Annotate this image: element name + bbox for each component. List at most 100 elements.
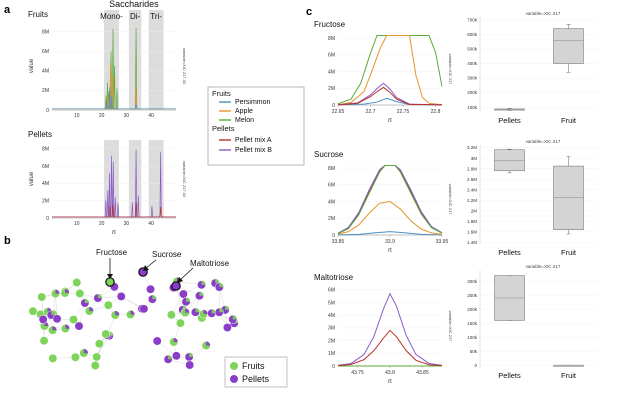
network-node-slice bbox=[232, 315, 237, 320]
network-node-slice bbox=[84, 298, 90, 304]
network-node bbox=[37, 292, 47, 302]
y-tick-label: 0 bbox=[474, 363, 477, 368]
plot-area bbox=[338, 163, 442, 235]
network-node-slice bbox=[199, 291, 204, 296]
network-node bbox=[90, 361, 100, 370]
network-node-slice bbox=[189, 352, 194, 357]
x-tick-label: 10 bbox=[74, 113, 80, 119]
network-node bbox=[28, 306, 38, 316]
legend-a: Fruits Persimmon Apple Melon Pellets Pel… bbox=[207, 86, 305, 166]
series-line-0 bbox=[337, 231, 443, 236]
chart-title: Fruits bbox=[28, 10, 48, 19]
legend-a-group-fruits: Fruits bbox=[212, 89, 231, 98]
x-tick-label: 20 bbox=[99, 221, 105, 227]
network-node bbox=[152, 336, 162, 346]
x-tick-label: 22.7 bbox=[366, 109, 376, 115]
y-axis-label: value bbox=[29, 171, 35, 186]
y-tick-label: 50k bbox=[470, 349, 478, 354]
series-line-1 bbox=[337, 35, 443, 106]
category-label: Pellets bbox=[498, 371, 521, 380]
network-node bbox=[39, 336, 49, 346]
network-node-slice bbox=[173, 337, 178, 343]
y-tick-label: 3M bbox=[328, 326, 335, 332]
network-node bbox=[74, 321, 84, 331]
legend-b-label-pellets: Pellets bbox=[242, 374, 270, 384]
box bbox=[553, 28, 584, 64]
network-node-slice bbox=[215, 278, 220, 284]
network-node bbox=[171, 281, 181, 291]
series-line-3 bbox=[337, 82, 443, 106]
legend-a-label-melon: Melon bbox=[235, 117, 254, 124]
x-axis-label: rt bbox=[112, 230, 116, 236]
chart-box-fructose: variable=XIC 217 100k 200k 300k 400k 500k 600k… bbox=[467, 11, 598, 125]
band-2 bbox=[148, 10, 164, 110]
network-node-slice bbox=[203, 309, 208, 315]
chart-a-pellets: Pellets 0 2M 4M 6M 8M 10 20 30 40 value rt variable=… bbox=[28, 130, 187, 236]
network-node bbox=[103, 300, 113, 310]
network-node-slice bbox=[83, 348, 89, 354]
network-arrows bbox=[107, 258, 194, 283]
network-node bbox=[75, 289, 85, 298]
arrowhead-fructose bbox=[107, 274, 113, 279]
x-tick-label: 43.85 bbox=[416, 370, 429, 376]
network-node bbox=[38, 314, 48, 324]
category-label: Fruit bbox=[561, 371, 577, 380]
y-tick-label: 2.4M bbox=[467, 187, 477, 192]
x-tick-label: 33.95 bbox=[436, 239, 449, 245]
y-tick-label: 0 bbox=[332, 103, 335, 109]
y-tick-label: 6M bbox=[328, 53, 335, 59]
arrowhead-maltotriose bbox=[177, 277, 183, 283]
y-tick-label: 0 bbox=[46, 216, 49, 222]
network-node-slice bbox=[64, 288, 70, 294]
chart-title: variable=XIC 217 bbox=[526, 11, 561, 16]
category-label: Pellets bbox=[498, 248, 521, 257]
network-label-sucrose: Sucrose bbox=[152, 250, 182, 259]
y-tick-label: 1M bbox=[328, 351, 335, 357]
side-label: variable=XIC 217 bbox=[448, 54, 453, 86]
network-node bbox=[101, 329, 111, 339]
legend-a-group-pellets: Pellets bbox=[212, 124, 235, 133]
legend-a-label-persimmon: Persimmon bbox=[235, 99, 271, 106]
network-node-slice bbox=[51, 310, 56, 316]
x-tick-label: 40 bbox=[148, 221, 154, 227]
y-tick-label: 2M bbox=[42, 88, 49, 94]
network-node-slice bbox=[152, 294, 157, 300]
y-tick-label: 2M bbox=[471, 208, 478, 213]
x-tick-label: 22.75 bbox=[397, 109, 410, 115]
chart-c-sucrose: 0 2M 4M 6M 8M 33.85 33.9 33.95 Sucrose rt variable… bbox=[314, 150, 453, 254]
network-node bbox=[146, 284, 155, 294]
panel-letter-b: b bbox=[4, 235, 11, 247]
series-line-2 bbox=[337, 329, 443, 367]
network-node bbox=[175, 318, 185, 328]
x-axis-label: rt bbox=[388, 248, 392, 254]
y-tick-label: 100k bbox=[467, 105, 478, 110]
network-node-slice bbox=[201, 280, 206, 285]
network-node-slice bbox=[115, 310, 120, 316]
network-node-slice bbox=[52, 326, 57, 331]
y-tick-label: 100k bbox=[467, 335, 478, 340]
box bbox=[553, 165, 584, 230]
y-tick-label: 2M bbox=[328, 86, 335, 92]
x-tick-label: 10 bbox=[74, 221, 80, 227]
y-tick-label: 2.2M bbox=[467, 198, 477, 203]
network-node bbox=[92, 352, 102, 362]
network-graph bbox=[28, 267, 239, 370]
y-tick-label: 4M bbox=[42, 181, 49, 187]
series-line-4 bbox=[337, 86, 443, 106]
y-tick-label: 6M bbox=[42, 164, 49, 170]
band-1 bbox=[128, 140, 142, 218]
network-node bbox=[166, 310, 176, 320]
network-node-slice bbox=[211, 309, 216, 314]
network-node-slice bbox=[65, 324, 70, 329]
y-tick-label: 400k bbox=[467, 61, 478, 66]
band-label: Di- bbox=[130, 12, 141, 21]
network-node-slice bbox=[195, 307, 200, 313]
y-tick-label: 0 bbox=[332, 364, 335, 370]
chart-box-sucrose: variable=XIC 217 1.4M 1.6M 1.8M 2M 2.2M 2.4M 2.… bbox=[467, 139, 598, 257]
arrow-maltotriose bbox=[179, 267, 194, 281]
x-tick-label: 30 bbox=[124, 113, 130, 119]
y-tick-label: 4M bbox=[328, 199, 335, 205]
network-node bbox=[94, 339, 104, 349]
arrowhead-sucrose bbox=[143, 265, 149, 271]
series-line-1 bbox=[337, 200, 443, 235]
